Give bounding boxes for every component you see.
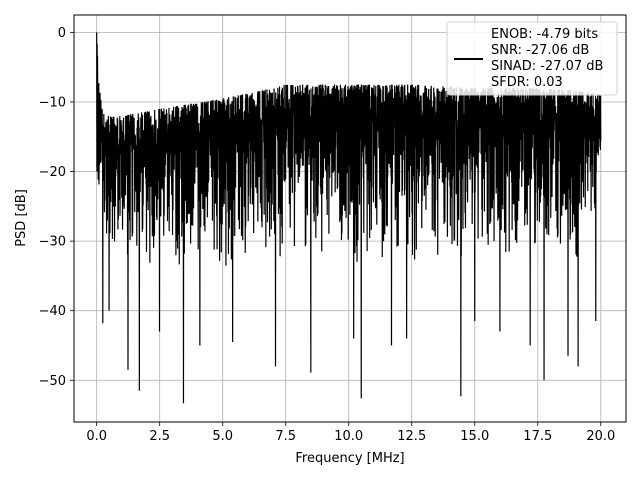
psd-series-line [96,32,602,404]
x-axis-ticks: 0.0 2.5 5.0 7.5 10.0 12.5 15.0 17.5 20.0 [86,422,615,444]
x-tick-label: 12.5 [397,429,426,444]
y-axis-ticks: 0 −10 −20 −30 −40 −50 [39,26,74,389]
x-tick-label: 15.0 [460,429,489,444]
x-axis-label: Frequency [MHz] [295,451,404,466]
y-axis-label: PSD [dB] [14,189,29,247]
legend-line-sfdr: SFDR: 0.03 [491,75,563,90]
x-tick-label: 7.5 [275,429,296,444]
y-tick-label: −10 [39,95,66,110]
legend-line-sinad: SINAD: -27.07 dB [491,59,603,74]
x-tick-label: 0.0 [86,429,107,444]
x-tick-label: 5.0 [212,429,233,444]
x-tick-label: 2.5 [149,429,170,444]
y-tick-label: −20 [39,165,66,180]
y-tick-label: −40 [39,304,66,319]
legend-box [446,21,618,96]
x-tick-label: 10.0 [334,429,363,444]
x-tick-label: 17.5 [523,429,552,444]
legend-line-enob: ENOB: -4.79 bits [491,27,598,42]
plot-frame [73,14,627,423]
y-tick-label: 0 [58,26,66,41]
y-tick-label: −30 [39,235,66,250]
legend-line-snr: SNR: -27.06 dB [491,43,589,58]
psd-series [96,32,602,404]
legend: ENOB: -4.79 bits SNR: -27.06 dB SINAD: -… [446,21,618,96]
y-tick-label: −50 [39,374,66,389]
x-tick-label: 20.0 [586,429,615,444]
